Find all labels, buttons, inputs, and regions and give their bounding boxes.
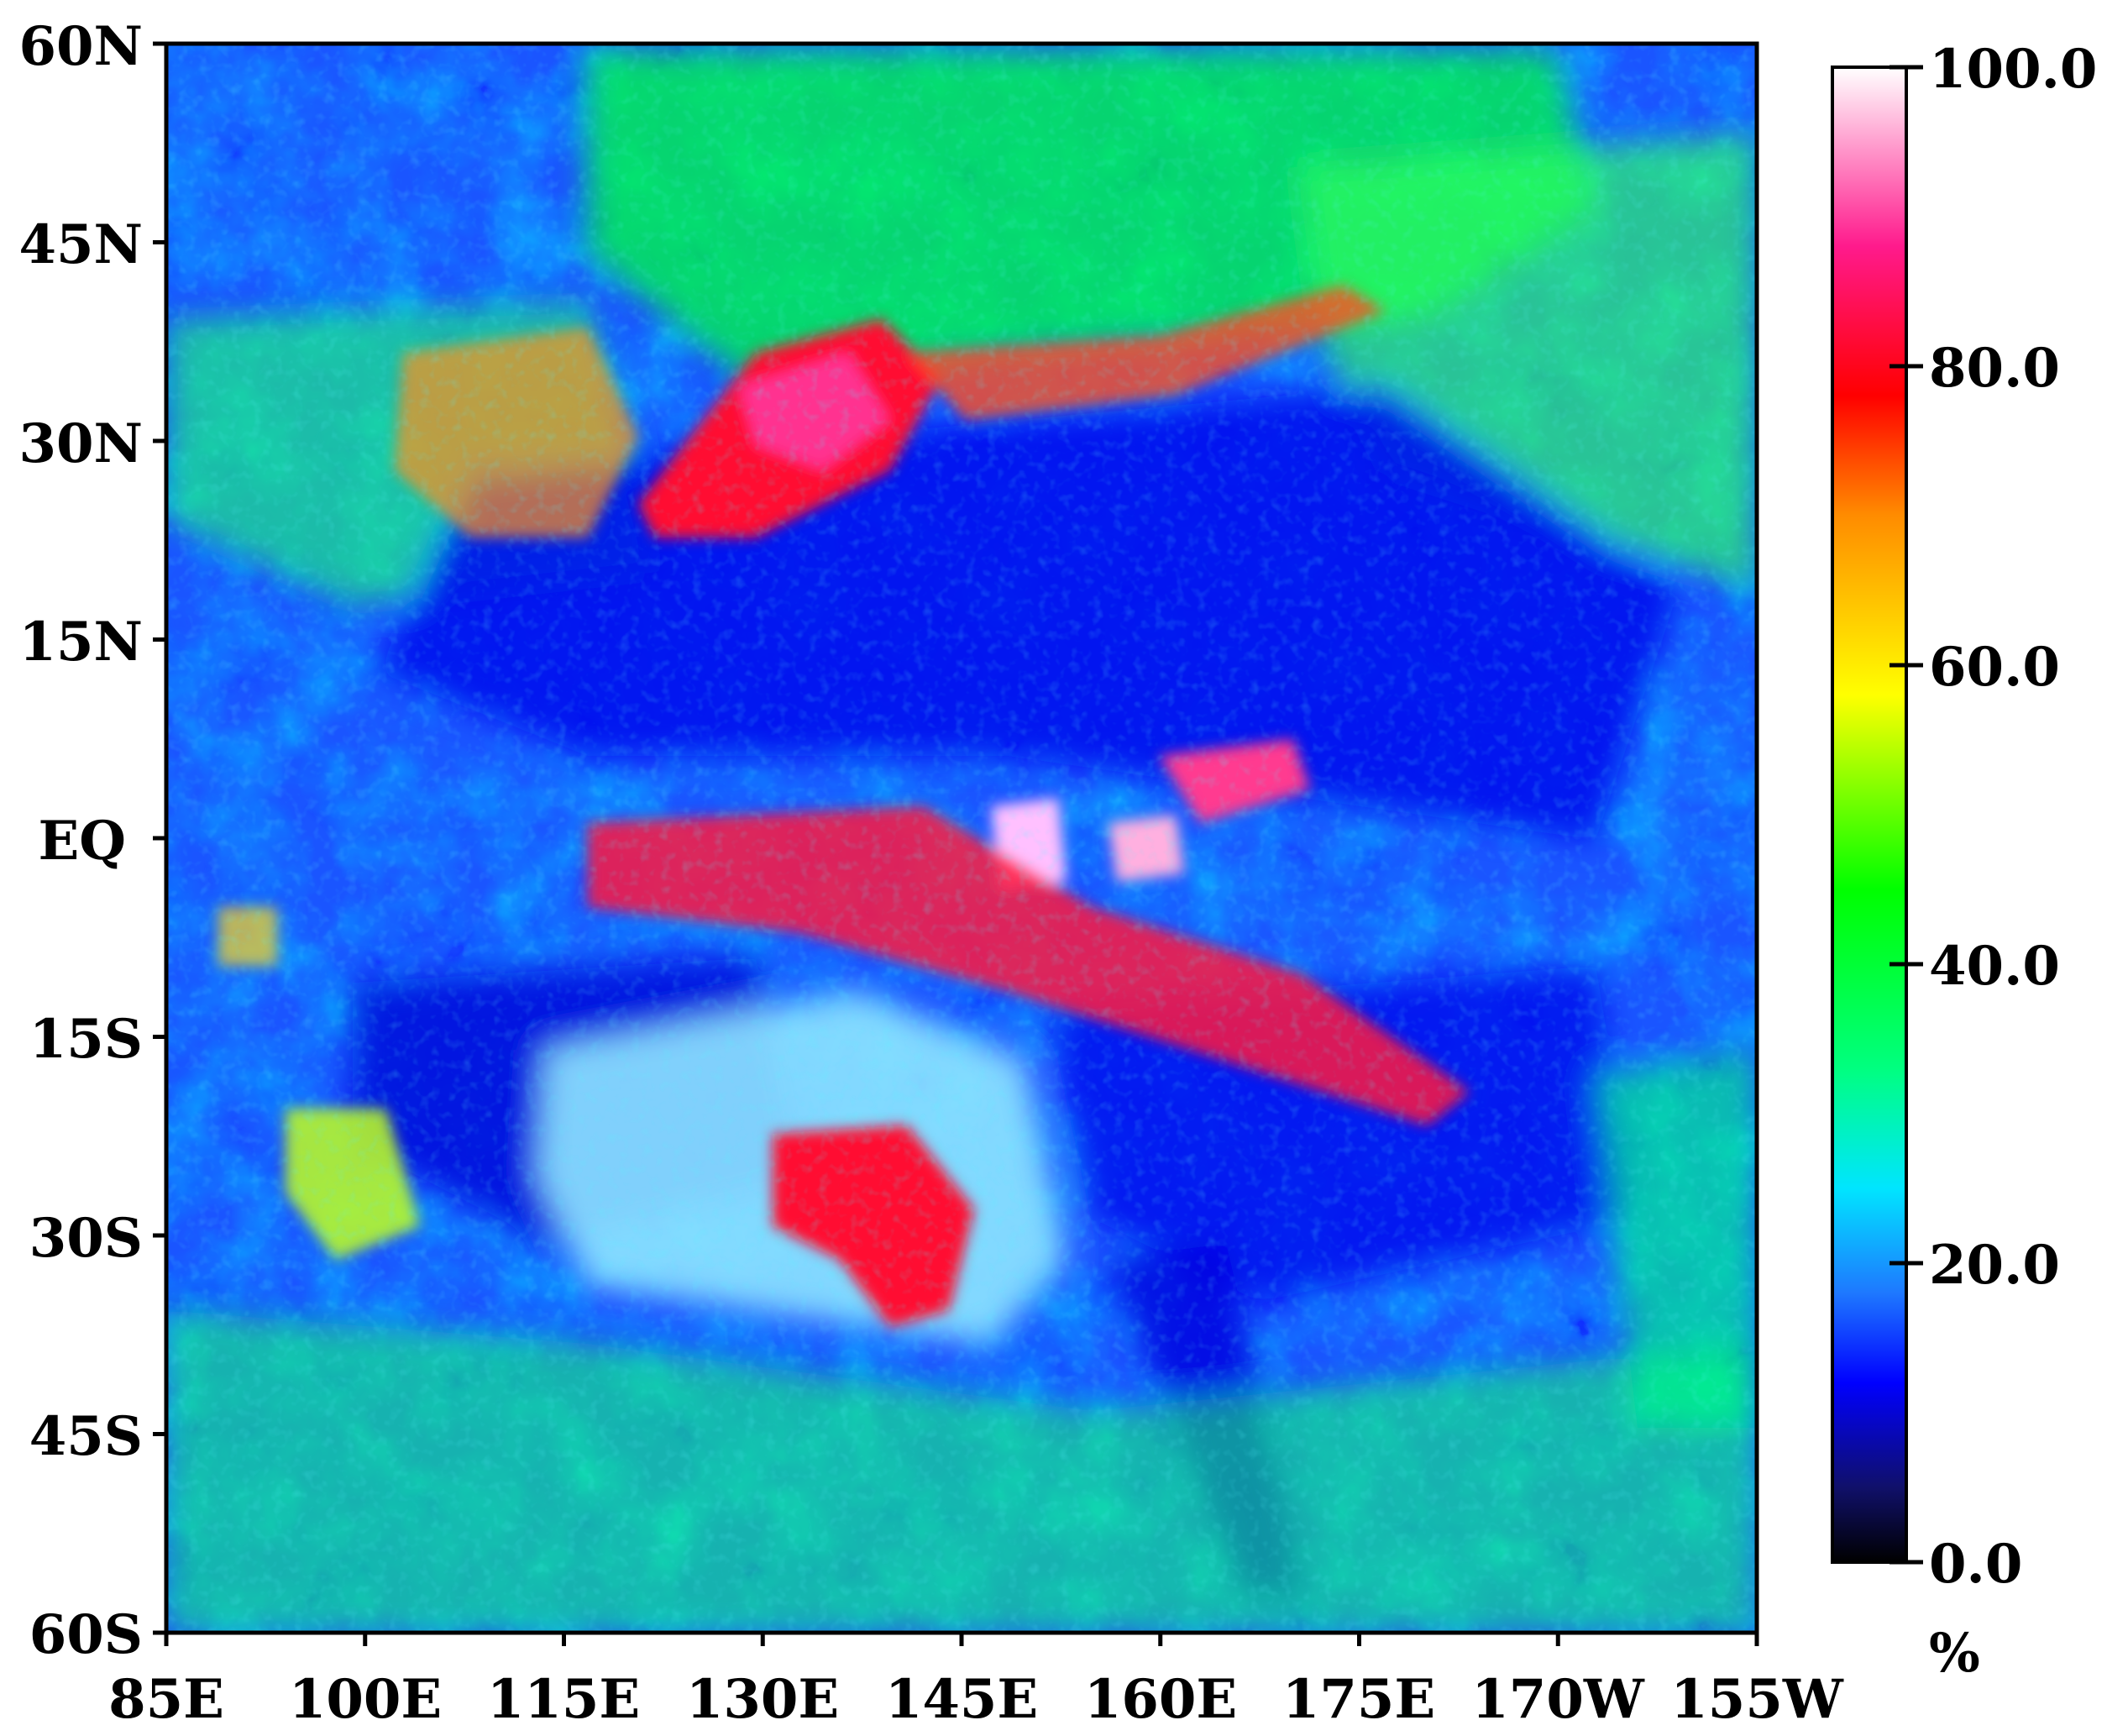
colorbar-tick-label: 20.0 [1929,1234,2060,1297]
colorbar-unit: % [1929,1622,1980,1685]
colorbar-tick-label: 60.0 [1929,636,2060,699]
latitude-axis: 60N 45N 30N 15N EQ 15S 30S 45S 60S [18,15,166,1666]
lat-label: 30S [29,1207,143,1270]
lat-label: 15S [29,1008,143,1071]
lat-label: 60S [29,1603,143,1666]
lat-label: 45N [18,213,143,276]
colorbar: 100.0 80.0 60.0 40.0 20.0 0.0 % [1831,38,2097,1685]
lon-label: 145E [885,1668,1038,1731]
lon-label: 160E [1084,1668,1237,1731]
colorbar-tick-label: 0.0 [1929,1533,2022,1596]
colorbar-tick-label: 80.0 [1929,337,2060,400]
lat-label: EQ [38,810,126,873]
lon-label: 85E [108,1668,224,1731]
colorbar-tick-label: 40.0 [1929,935,2060,998]
lon-label: 175E [1282,1668,1435,1731]
lon-label: 130E [686,1668,839,1731]
lat-label: 45S [29,1405,143,1468]
lon-label: 100E [289,1668,442,1731]
longitude-axis: 85E 100E 115E 130E 145E 160E 175E 170W 1… [108,1633,1844,1731]
lat-label: 30N [18,412,143,475]
lon-label: 155W [1670,1668,1844,1731]
colorbar-tick-label: 100.0 [1929,38,2097,101]
map-image [166,44,1757,1633]
colorbar-gradient [1831,66,1908,1564]
lat-label: 15N [18,611,143,674]
lat-label: 60N [18,15,143,78]
lon-label: 115E [487,1668,640,1731]
lon-label: 170W [1471,1668,1645,1731]
